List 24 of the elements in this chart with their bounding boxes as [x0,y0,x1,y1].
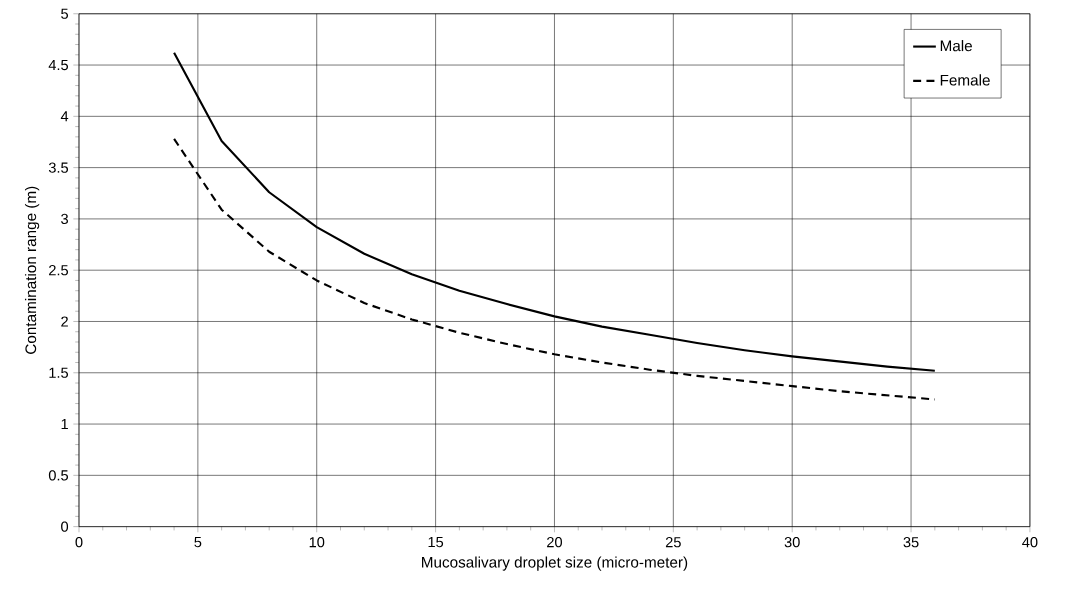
y-tick-label: 0 [61,521,69,532]
x-tick-label: 30 [784,537,800,548]
y-tick-label: 1.5 [49,367,69,378]
x-tick-label: 5 [194,537,202,548]
y-tick-label: 2.5 [49,265,69,276]
x-tick-label: 20 [547,537,562,548]
x-axis-title: Mucosalivary droplet size (micro-meter) [422,556,688,571]
y-tick-label: 4.5 [48,59,69,71]
x-tick-label: 10 [309,537,325,548]
x-tick-label: 35 [903,537,919,548]
legend-label: Female [940,74,990,86]
y-tick-label: 5 [61,8,69,19]
x-tick-label: 15 [428,537,444,548]
y-tick-label: 3.5 [48,162,69,173]
y-tick-label: 0.5 [48,470,69,481]
y-tick-label: 1 [61,419,68,430]
y-tick-label: 3 [61,213,68,225]
x-tick-label: 40 [1022,537,1038,548]
y-axis-title: Contamination range (m) [24,186,40,354]
x-tick-label: 25 [665,537,681,548]
y-tick-label: 2 [61,316,68,327]
legend-label: Male [940,40,972,52]
x-tick-label: 0 [75,537,83,548]
y-tick-label: 4 [60,111,69,122]
